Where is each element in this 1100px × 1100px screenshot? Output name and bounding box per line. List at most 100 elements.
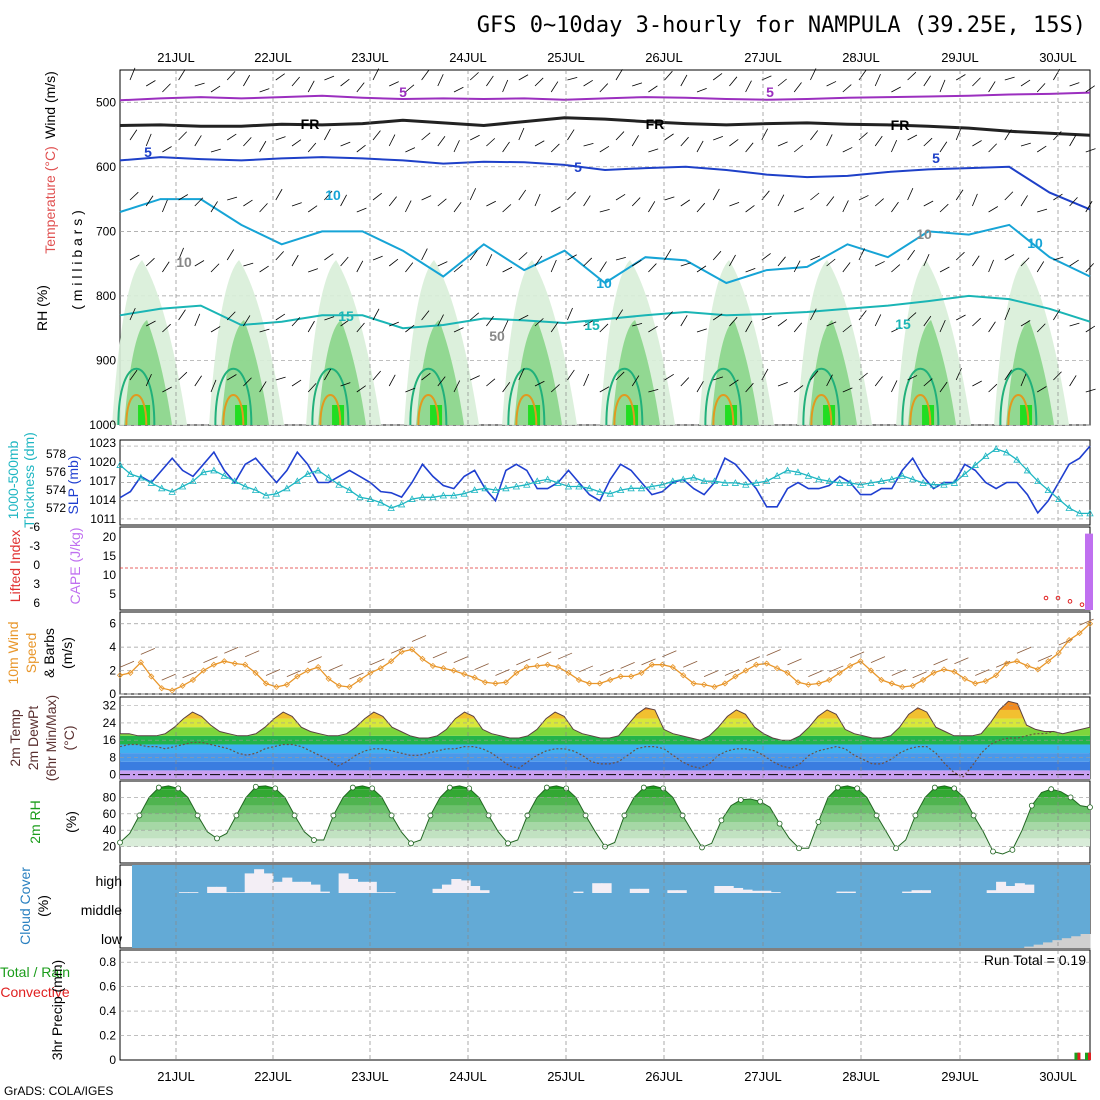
thickness-point: [512, 482, 521, 490]
precip-tick: 0.6: [99, 980, 116, 994]
thickness-point: [397, 500, 406, 508]
cloud-low-bar: [1033, 944, 1044, 948]
wind-barb: [858, 248, 865, 261]
wind-barb: [437, 314, 444, 327]
slp-thickness-lines: [116, 445, 1094, 520]
rh-point: [466, 785, 473, 792]
wind-barb: [291, 202, 302, 207]
wind-barb: [291, 254, 299, 267]
thickness-point: [356, 493, 364, 501]
cloud-high-bar: [263, 873, 274, 893]
thickness-point: [575, 482, 583, 490]
rh-shade: [514, 320, 563, 425]
wind-barb: [939, 79, 946, 93]
wind-barb: [939, 203, 949, 213]
wind-barb: [453, 86, 464, 93]
pressure-tick: 1000: [89, 418, 116, 432]
rh-shade: [612, 320, 661, 425]
wind-point: [878, 676, 885, 684]
wind-barb: [939, 381, 948, 393]
slp-tick: 1014: [89, 493, 116, 507]
wind-barb: [745, 142, 754, 153]
wind-barb: [145, 80, 156, 87]
wind-barb: [324, 75, 335, 81]
wind-barb: [453, 202, 462, 213]
thickness-point: [616, 486, 625, 494]
thickness-point: [251, 486, 260, 494]
wind-barb: [1036, 323, 1046, 333]
wind-point: [711, 683, 718, 691]
wind-barb: [842, 262, 851, 273]
thickness-point: [940, 480, 948, 488]
wind-barb: [405, 387, 416, 393]
wind-barb: [696, 140, 704, 153]
wind-barb: [162, 83, 171, 93]
wind-barb: [761, 316, 772, 321]
thickness-point: [491, 486, 500, 494]
rh-shade: [809, 320, 858, 425]
rh-point: [990, 848, 996, 855]
wind-barb: [648, 85, 658, 93]
wind-barb: [259, 381, 267, 393]
wind-barb: [518, 74, 529, 81]
wind-point: [732, 673, 739, 680]
ylabel-wind10m: (m/s): [59, 637, 75, 669]
thickness-point: [158, 484, 166, 492]
thickness-point: [189, 477, 197, 485]
wind-barb: [421, 70, 430, 81]
wind-barb: [226, 249, 235, 261]
wind-barb: [356, 82, 365, 93]
rh-point: [155, 784, 162, 791]
wind-barb: [550, 143, 560, 153]
wind-barb: [259, 140, 267, 153]
wind-barb: [437, 74, 444, 87]
wind-barb: [988, 206, 999, 213]
cloud-high-bar: [761, 890, 772, 893]
wind-barb-10m: [328, 664, 343, 672]
wind-point: [419, 655, 426, 662]
wind-barb: [664, 70, 673, 81]
wind-barb: [923, 75, 931, 87]
cloud-high-bar: [376, 892, 387, 893]
wind-barb: [275, 188, 283, 201]
isotherm-25: [125, 394, 148, 426]
thickness-point: [418, 493, 427, 501]
rh-point: [485, 812, 492, 819]
rh-point: [854, 785, 861, 792]
wind-barb: [567, 254, 577, 261]
rh-point: [718, 817, 725, 824]
cloud-high-bar: [207, 886, 218, 893]
rh-tick: 80: [103, 790, 117, 804]
thickness-point: [220, 471, 228, 479]
wind-barb: [631, 375, 640, 387]
precip-conv-bar: [1077, 1052, 1081, 1060]
slp-tick: 1023: [89, 436, 116, 450]
wind-barb: [972, 77, 981, 87]
run-total-label: Run Total = 0.19: [984, 952, 1086, 968]
wind-barb: [486, 378, 496, 387]
thickness-point: [669, 477, 677, 485]
rh-tick: 60: [103, 807, 117, 821]
wind-barb: [162, 261, 170, 273]
cloud-level-label: high: [96, 873, 122, 889]
wind-point: [774, 665, 781, 672]
rh-shade: [221, 320, 270, 425]
wind-barb: [599, 386, 610, 393]
wind-barb: [648, 325, 658, 333]
wind-barb: [469, 188, 477, 201]
wind-barb: [712, 250, 722, 261]
thickness-point: [752, 479, 760, 486]
wind-point: [273, 683, 280, 691]
wind-barb: [469, 72, 479, 81]
isotherm-20: [409, 367, 448, 426]
wind-barb: [567, 129, 575, 141]
wind-barb-10m: [495, 669, 510, 676]
wind-barb: [907, 71, 917, 81]
wind-barb: [518, 189, 527, 201]
wind-barb: [340, 141, 351, 147]
wind-barb-10m: [599, 669, 614, 676]
wind-barb: [891, 139, 898, 153]
cloud-low-bar: [1061, 938, 1072, 948]
wind-barb: [534, 140, 545, 147]
wind-barb: [324, 128, 331, 141]
